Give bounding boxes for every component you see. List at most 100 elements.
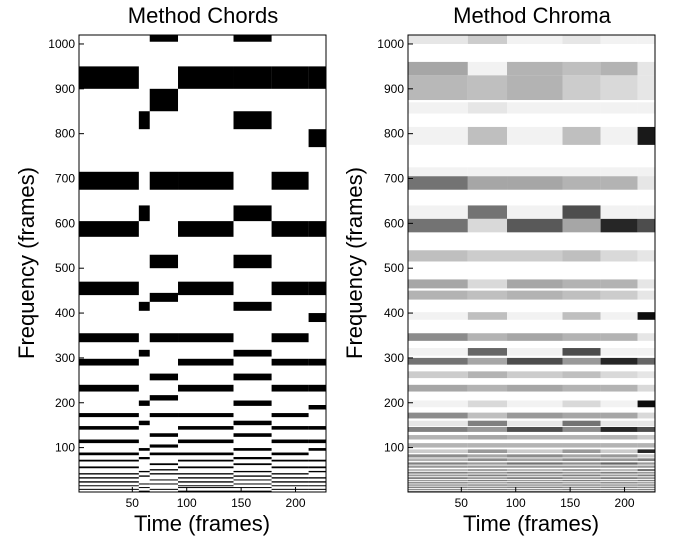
heatmap-cell-chroma-2-4 (600, 75, 638, 101)
heatmap-cell-chroma-26-0 (408, 458, 468, 462)
heatmap-cell-chroma-16-2 (507, 371, 563, 379)
heatmap-cell-chords-25-5 (271, 439, 309, 444)
heatmap-cell-chords-37-3 (178, 477, 234, 479)
heatmap-cell-chroma-20-0 (408, 420, 468, 427)
heatmap-cell-chroma-9-1 (467, 250, 508, 262)
heatmap-cell-chords-38-4 (233, 479, 272, 481)
heatmap-cell-chords-7-5 (271, 221, 309, 237)
heatmap-cell-chroma-29-5 (637, 469, 655, 471)
y-tick-label: 700 (55, 172, 75, 186)
heatmap-cell-chords-44-1 (138, 490, 150, 492)
heatmap-cell-chroma-0-5 (637, 35, 655, 44)
heatmap-cell-chroma-25-0 (408, 454, 468, 458)
heatmap-cell-chroma-29-4 (600, 469, 638, 471)
heatmap-cell-chroma-37-1 (467, 488, 508, 491)
heatmap-cell-chroma-3-0 (408, 102, 468, 114)
plot-frame-chroma (407, 34, 656, 493)
heatmap-cell-chords-9-0 (79, 281, 139, 296)
heatmap-cell-chords-22-4 (233, 420, 272, 426)
heatmap-cell-chroma-24-0 (408, 449, 468, 453)
heatmap-cell-chords-27-1 (138, 448, 150, 451)
heatmap-cell-chroma-11-4 (600, 290, 638, 300)
chart-chords: Method Chords 50 100 150 200 100 200 300 400 50… (14, 3, 327, 536)
heatmap-cell-chroma-34-1 (467, 482, 508, 484)
heatmap-cell-chroma-28-1 (467, 465, 508, 468)
heatmap-cell-chroma-5-5 (637, 167, 655, 179)
heatmap-cell-chroma-6-2 (507, 176, 563, 190)
heatmap-cell-chroma-9-3 (562, 250, 601, 262)
heatmap-cell-chroma-10-4 (600, 279, 638, 289)
heatmap-cell-chroma-0-1 (467, 35, 508, 44)
heatmap-cell-chords-20-6 (308, 405, 326, 410)
heatmap-cell-chroma-22-2 (507, 435, 563, 440)
heatmap-cell-chroma-13-0 (408, 333, 468, 341)
heatmap-cell-chords-21-5 (271, 413, 309, 418)
heatmap-cell-chroma-37-5 (637, 488, 655, 491)
heatmap-cell-chroma-19-3 (562, 412, 601, 419)
y-ticks-chords: 100 200 300 400 500 600 700 800 900 1000 (48, 37, 84, 455)
heatmap-cell-chords-32-0 (79, 466, 139, 469)
heatmap-cell-chroma-26-3 (562, 458, 601, 462)
heatmap-cell-chords-25-3 (178, 439, 234, 444)
heatmap-cell-chords-0-2 (149, 35, 179, 42)
heatmap-cell-chords-7-6 (308, 221, 326, 237)
heatmap-cell-chroma-13-2 (507, 333, 563, 341)
heatmap-cell-chroma-12-2 (507, 312, 563, 320)
heatmap-cell-chroma-12-5 (637, 312, 655, 320)
heatmap-cell-chroma-33-3 (562, 479, 601, 482)
heatmap-cell-chords-30-3 (178, 459, 234, 462)
heatmap-cell-chroma-2-2 (507, 75, 563, 101)
heatmap-cell-chroma-13-5 (637, 333, 655, 341)
heatmap-cell-chroma-5-4 (600, 167, 638, 179)
heatmap-cell-chords-29-1 (138, 457, 150, 460)
chart-title-chords: Method Chords (128, 3, 278, 28)
heatmap-cell-chords-13-3 (178, 333, 234, 343)
heatmap-cell-chords-19-4 (233, 400, 272, 406)
heatmap-cell-chroma-25-2 (507, 454, 563, 458)
heatmap-cell-chords-26-2 (149, 444, 179, 448)
heatmap-cell-chroma-27-4 (600, 462, 638, 465)
heatmap-cell-chords-40-4 (233, 483, 272, 485)
heatmap-cell-chroma-36-1 (467, 486, 508, 488)
heatmap-cell-chroma-1-0 (408, 61, 468, 76)
heatmap-cell-chroma-0-0 (408, 35, 468, 44)
heatmap-cell-chroma-12-1 (467, 312, 508, 320)
heatmap-cell-chords-3-1 (138, 111, 150, 130)
heatmap-cell-chroma-16-5 (637, 371, 655, 379)
heatmap-cell-chroma-12-3 (562, 312, 601, 320)
heatmap-cell-chroma-6-3 (562, 176, 601, 190)
heatmap-cell-chroma-23-1 (467, 443, 508, 448)
heatmap-cell-chords-28-5 (271, 452, 309, 456)
heatmap-cell-chords-9-6 (308, 281, 326, 296)
heatmap-cell-chroma-25-5 (637, 454, 655, 458)
heatmap-cell-chords-27-6 (308, 448, 326, 451)
heatmap-cell-chroma-4-3 (562, 126, 601, 145)
heatmap-cell-chords-35-0 (79, 473, 139, 475)
heatmap-cell-chroma-35-5 (637, 484, 655, 486)
heatmap-cell-chords-25-0 (79, 439, 139, 444)
heatmap-cell-chroma-14-1 (467, 348, 508, 356)
heatmap-cell-chroma-21-4 (600, 426, 638, 432)
heatmap-cell-chroma-30-2 (507, 471, 563, 474)
heatmap-cell-chords-8-4 (233, 254, 272, 269)
heatmap-cell-chroma-9-2 (507, 250, 563, 262)
heatmap-cell-chroma-24-3 (562, 449, 601, 453)
heatmap-cell-chords-43-2 (149, 488, 179, 490)
heatmap-cell-chroma-3-3 (562, 102, 601, 114)
y-tick-label: 100 (384, 441, 404, 455)
heatmap-cell-chroma-10-0 (408, 279, 468, 289)
heatmap-cell-chroma-33-1 (467, 479, 508, 482)
heatmap-cell-chroma-37-4 (600, 488, 638, 491)
heatmap-cell-chords-11-1 (138, 301, 150, 311)
heatmap-cell-chords-14-4 (233, 349, 272, 357)
heatmap-cell-chords-13-2 (149, 333, 179, 343)
heatmap-cell-chroma-8-3 (562, 218, 601, 233)
heatmap-cell-chords-38-2 (149, 479, 179, 481)
heatmap-cell-chroma-0-2 (507, 35, 563, 44)
heatmap-cell-chords-1-3 (178, 66, 234, 89)
y-tick-label: 700 (384, 172, 404, 186)
heatmap-cell-chroma-20-3 (562, 420, 601, 427)
heatmap-cell-chroma-17-2 (507, 384, 563, 392)
heatmap-cell-chroma-34-5 (637, 482, 655, 484)
heatmap-cell-chords-17-3 (178, 384, 234, 392)
